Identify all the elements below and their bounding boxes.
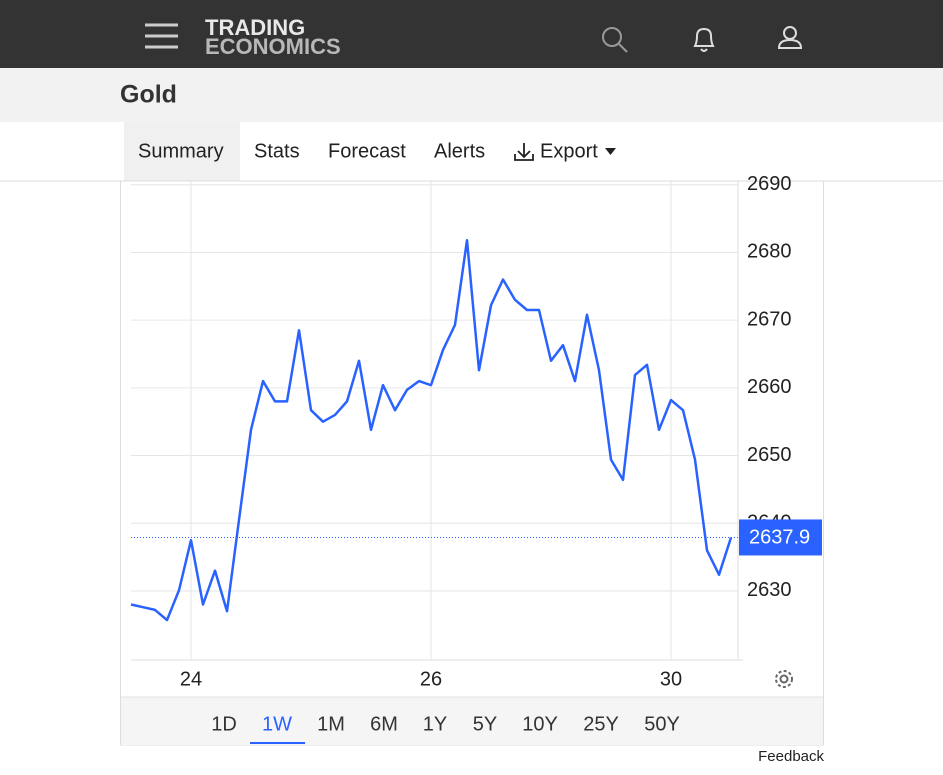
- page-title: Gold: [120, 81, 177, 109]
- tab[interactable]: Forecast: [328, 140, 406, 162]
- logo[interactable]: TRADING: [205, 15, 305, 40]
- settings-icon[interactable]: [775, 670, 793, 688]
- feedback-link[interactable]: Feedback: [758, 748, 824, 765]
- range-button[interactable]: 10Y: [522, 713, 558, 735]
- range-button[interactable]: 50Y: [644, 713, 680, 735]
- caret: [605, 148, 616, 155]
- price-line: [130, 239, 733, 622]
- last-price-label: 2637.9: [749, 527, 810, 549]
- range-button[interactable]: 1W: [262, 713, 292, 735]
- tab[interactable]: Summary: [138, 140, 224, 162]
- range-button[interactable]: 25Y: [583, 713, 619, 735]
- y-tick-label: 2630: [747, 579, 792, 601]
- y-tick-label: 2690: [747, 173, 792, 195]
- range-button[interactable]: 6M: [370, 713, 398, 735]
- search-icon[interactable]: [602, 27, 628, 53]
- range-button[interactable]: 1M: [317, 713, 345, 735]
- x-tick-label: 26: [420, 668, 442, 690]
- y-tick-label: 2660: [747, 376, 792, 398]
- range-button[interactable]: 5Y: [473, 713, 497, 735]
- range-bar: [121, 697, 823, 745]
- tab[interactable]: Export: [540, 140, 598, 162]
- y-tick-label: 2680: [747, 241, 792, 263]
- x-tick-label: 30: [660, 668, 682, 690]
- user-icon[interactable]: [777, 26, 803, 49]
- tab[interactable]: Stats: [254, 140, 300, 162]
- tab[interactable]: Alerts: [434, 140, 485, 162]
- download-icon[interactable]: [514, 143, 534, 161]
- active-tab-bg: [124, 122, 240, 181]
- logo[interactable]: ECONOMICS: [205, 34, 341, 59]
- bell-icon[interactable]: [693, 27, 715, 52]
- range-button[interactable]: 1D: [211, 713, 237, 735]
- menu-icon[interactable]: [145, 23, 178, 49]
- title-band: [0, 68, 943, 122]
- last-price-box: [739, 519, 822, 556]
- top-bar: [0, 0, 943, 68]
- y-tick-label: 2650: [747, 444, 792, 466]
- x-tick-label: 24: [180, 668, 202, 690]
- range-button[interactable]: 1Y: [423, 713, 447, 735]
- y-tick-label: 2670: [747, 308, 792, 330]
